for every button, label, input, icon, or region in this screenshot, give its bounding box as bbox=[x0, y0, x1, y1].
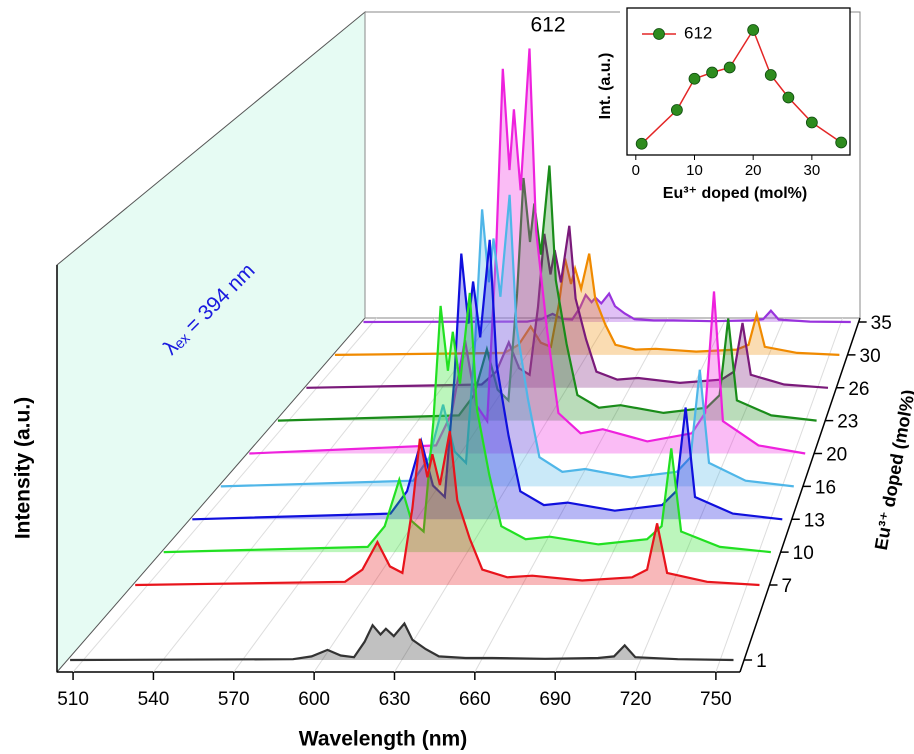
floor-grid-line bbox=[474, 317, 669, 673]
spectrum-area bbox=[306, 225, 829, 388]
z-tick-label: 1 bbox=[756, 651, 767, 672]
spectrum-line bbox=[135, 430, 760, 587]
x-tick-label: 600 bbox=[298, 689, 330, 710]
inset-y-label: Int. (a.u.) bbox=[597, 53, 614, 120]
spectrum-area bbox=[363, 293, 851, 322]
inset-marker bbox=[782, 91, 795, 104]
legend-marker bbox=[653, 28, 665, 40]
x-tick-label: 510 bbox=[57, 689, 89, 710]
inset-x-label: Eu³⁺ doped (mol%) bbox=[663, 185, 807, 202]
z-axis bbox=[739, 317, 861, 673]
z-tick-label: 26 bbox=[848, 379, 869, 400]
z-tick-label: 23 bbox=[837, 412, 858, 433]
spectrum-line bbox=[220, 194, 794, 488]
z-tick-label: 13 bbox=[804, 510, 825, 531]
peak-label: 612 bbox=[530, 14, 565, 37]
spectrum-area bbox=[163, 292, 771, 553]
floor-grid-line bbox=[554, 317, 727, 673]
x-tick-label: 720 bbox=[620, 689, 652, 710]
spectrum-line bbox=[163, 292, 772, 554]
inset-marker bbox=[670, 104, 683, 116]
spectrum-line bbox=[192, 239, 783, 521]
side-wall bbox=[56, 10, 366, 674]
inset-marker bbox=[706, 66, 718, 79]
x-tick-label: 540 bbox=[138, 689, 170, 710]
x-tick-label: 570 bbox=[218, 689, 250, 710]
spectrum-line bbox=[70, 621, 734, 662]
spectrum-line bbox=[334, 253, 840, 356]
floor-grid-line bbox=[233, 317, 494, 673]
floor-grid-line bbox=[153, 317, 436, 673]
inset-x-tick-label: 0 bbox=[632, 162, 640, 179]
spectrum-area bbox=[220, 194, 794, 487]
floor-grid-line bbox=[72, 317, 378, 673]
inset-marker bbox=[635, 137, 648, 150]
x-tick-label: 630 bbox=[379, 689, 411, 710]
spectrum-line bbox=[249, 48, 806, 455]
inset-marker bbox=[688, 72, 701, 85]
plot: 510 540 570 600 630 660 690 720 7503530262320161… bbox=[57, 48, 892, 710]
y-axis-label: Intensity (a.u.) bbox=[12, 397, 35, 539]
spectrum-line bbox=[363, 291, 851, 324]
inset-marker bbox=[723, 61, 736, 74]
floor-grid-line bbox=[715, 317, 844, 673]
z-tick-label: 35 bbox=[871, 313, 892, 334]
z-tick-label: 7 bbox=[781, 576, 792, 597]
x-tick-label: 690 bbox=[539, 689, 571, 710]
inset: 0 10 20 30 612 bbox=[626, 7, 851, 179]
z-tick-label: 30 bbox=[860, 346, 881, 367]
spectrum-area bbox=[277, 165, 817, 421]
spectrum-area bbox=[249, 48, 806, 454]
z-tick-label: 10 bbox=[793, 543, 814, 564]
x-axis-label: Wavelength (nm) bbox=[299, 728, 467, 751]
z-tick-label: 16 bbox=[815, 477, 836, 498]
spectrum-area bbox=[70, 623, 734, 660]
spectrum-area bbox=[334, 253, 840, 355]
inset-marker bbox=[805, 116, 818, 129]
spectrum-area bbox=[135, 431, 760, 585]
spectrum-area bbox=[192, 239, 783, 520]
x-tick-label: 750 bbox=[700, 689, 732, 710]
inset-x-tick-label: 30 bbox=[804, 162, 821, 179]
inset-marker bbox=[764, 69, 777, 81]
spectrum-line bbox=[306, 225, 829, 389]
inset-line bbox=[641, 28, 842, 145]
inset-x-tick-label: 10 bbox=[686, 162, 703, 179]
floor-grid-line bbox=[313, 317, 552, 673]
legend-label: 612 bbox=[684, 23, 712, 42]
inset-marker bbox=[747, 24, 760, 36]
z-axis-label: Eu³⁺ doped (mol%) bbox=[871, 388, 914, 551]
inset-x-tick-label: 20 bbox=[745, 162, 762, 179]
z-tick-label: 20 bbox=[826, 445, 847, 466]
x-tick-label: 660 bbox=[459, 689, 491, 710]
inset-marker bbox=[835, 136, 848, 149]
inset-frame bbox=[626, 7, 851, 156]
